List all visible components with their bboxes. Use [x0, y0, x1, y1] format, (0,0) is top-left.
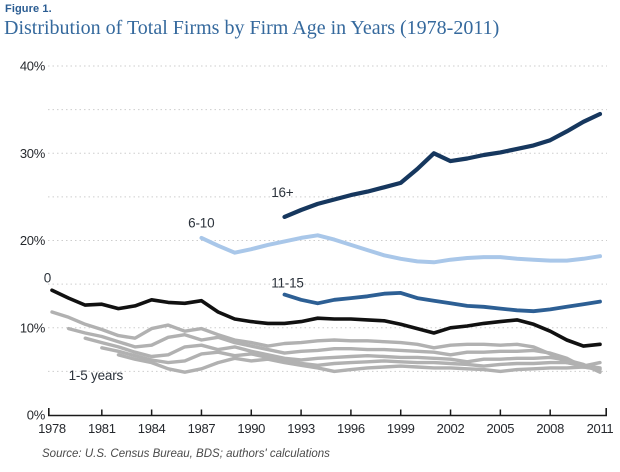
x-axis-label: 1987 — [188, 421, 216, 436]
y-axis-label: 30% — [20, 146, 46, 161]
series-label-16plus: 16+ — [271, 185, 294, 200]
y-axis-label: 10% — [20, 320, 46, 335]
x-axis-label: 2005 — [486, 421, 514, 436]
x-axis-label: 1981 — [88, 421, 116, 436]
x-axis-label: 2011 — [587, 421, 614, 436]
series-label-1-5-years: 1-5 years — [69, 368, 124, 383]
y-axis-label: 40% — [20, 59, 46, 74]
line-age-1 — [50, 310, 602, 368]
line-age-3 — [83, 336, 602, 374]
x-axis-label: 1993 — [287, 421, 315, 436]
chart-title: Distribution of Total Firms by Firm Age … — [4, 17, 500, 39]
y-axis-label: 20% — [20, 233, 46, 248]
y-axis-label: 0% — [27, 408, 46, 423]
line-age-2 — [66, 326, 602, 372]
line-age-16plus — [282, 111, 603, 219]
series-label-0: 0 — [44, 270, 51, 285]
x-axis-label: 1996 — [337, 421, 365, 436]
source-note: Source: U.S. Census Bureau, BDS; authors… — [42, 448, 330, 460]
line-age-6-10 — [199, 233, 602, 265]
x-axis-label: 1978 — [38, 421, 66, 436]
x-axis-label: 2008 — [536, 421, 564, 436]
line-age-5 — [116, 353, 602, 374]
figure-number-label: Figure 1. — [5, 3, 52, 15]
line-age-4 — [100, 346, 602, 370]
line-age-0 — [50, 288, 602, 348]
x-axis-label: 1984 — [138, 421, 166, 436]
series-label-6-10: 6-10 — [188, 215, 214, 230]
line-age-11-15 — [282, 290, 602, 314]
x-axis-label: 2002 — [437, 421, 465, 436]
x-axis-label: 1990 — [237, 421, 265, 436]
x-axis-label: 1999 — [387, 421, 415, 436]
series-label-11-15: 11-15 — [271, 276, 304, 291]
